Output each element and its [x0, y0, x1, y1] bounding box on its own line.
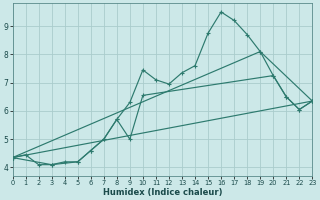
X-axis label: Humidex (Indice chaleur): Humidex (Indice chaleur)	[103, 188, 222, 197]
